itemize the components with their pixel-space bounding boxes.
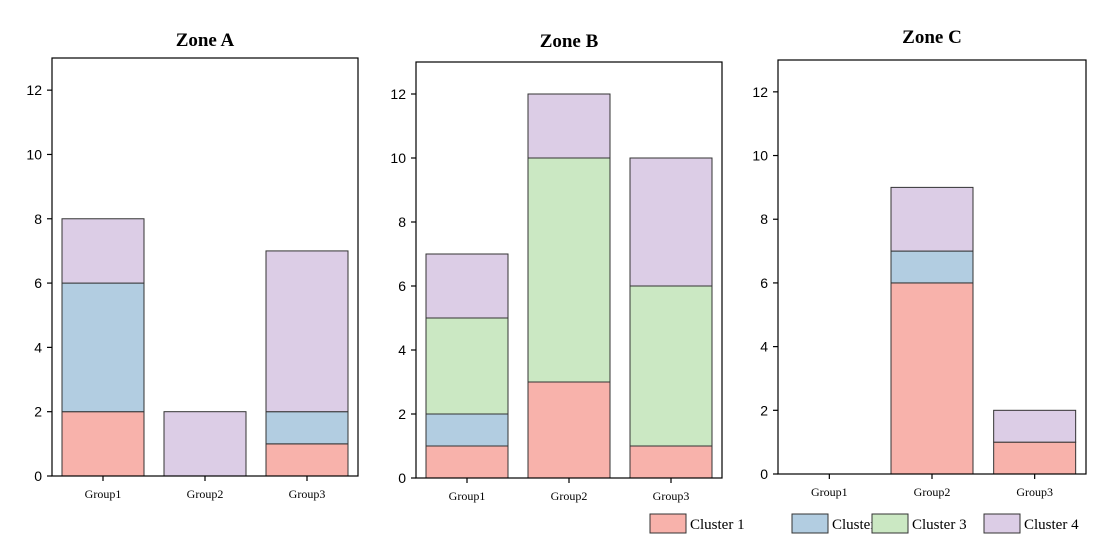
- y-tick-label: 10: [26, 146, 42, 162]
- bar-segment: [265, 443, 349, 477]
- x-tick-label: Group3: [289, 487, 326, 501]
- y-tick-label: 10: [390, 150, 406, 166]
- x-tick-label: Group1: [811, 485, 848, 499]
- bar-segment: [265, 250, 349, 413]
- x-tick-label: Group2: [187, 487, 224, 501]
- y-tick-label: 8: [398, 214, 406, 230]
- bar-segment: [61, 282, 145, 413]
- chart-panel-2: Zone B Group1 Group2 Group3 0 2 4 6 8 10 12: [390, 31, 723, 503]
- bar-segment: [425, 253, 509, 319]
- bar-segment: [890, 282, 974, 475]
- legend-label: Cluster 4: [1024, 517, 1079, 533]
- y-tick-label: 0: [34, 468, 42, 484]
- y-tick-label: 0: [398, 470, 406, 486]
- bar-segment: [425, 445, 509, 479]
- legend-label: Cluster 3: [912, 517, 967, 533]
- bar-segment: [425, 413, 509, 447]
- legend-label: Cluster 1: [690, 517, 745, 533]
- bar-segment: [61, 218, 145, 284]
- y-tick-label: 6: [760, 275, 768, 291]
- x-tick-label: Group2: [551, 489, 588, 503]
- y-tick-label: 12: [390, 86, 406, 102]
- y-tick-label: 4: [398, 342, 406, 358]
- y-tick-label: 6: [34, 275, 42, 291]
- chart-title: Zone C: [902, 27, 962, 48]
- y-tick-label: 8: [34, 211, 42, 227]
- y-tick-label: 4: [760, 339, 768, 355]
- bar-segment: [993, 441, 1077, 475]
- bar-segment: [527, 157, 611, 383]
- bar-segment: [265, 411, 349, 445]
- bar-segment: [629, 285, 713, 447]
- bar-segment: [527, 93, 611, 159]
- chart-panel-3: Zone C Group1 Group2 Group3 0 2 4 6 8 10 12: [752, 27, 1087, 499]
- x-tick-label: Group2: [914, 485, 951, 499]
- y-tick-label: 6: [398, 278, 406, 294]
- bar-segment: [993, 409, 1077, 443]
- legend-swatch: [649, 513, 687, 534]
- y-tick-label: 2: [34, 404, 42, 420]
- bar-segment: [890, 250, 974, 284]
- bar-segment: [425, 317, 509, 415]
- legend: Cluster 1 Cluster 2 Cluster 3 Cluster 4: [649, 513, 1079, 534]
- legend-item: Cluster 3: [871, 513, 967, 534]
- bar-segment: [629, 445, 713, 479]
- y-tick-label: 2: [760, 402, 768, 418]
- chart-panel-1: Zone A Group1 Group2 Group3 0 2 4 6 8 10 12: [26, 30, 359, 501]
- y-tick-label: 8: [760, 211, 768, 227]
- legend-item: Cluster 4: [983, 513, 1079, 534]
- y-tick-label: 12: [26, 82, 42, 98]
- legend-swatch: [983, 513, 1021, 534]
- y-tick-label: 0: [760, 466, 768, 482]
- y-tick-label: 2: [398, 406, 406, 422]
- y-tick-label: 10: [752, 148, 768, 164]
- bar-segment: [163, 411, 247, 477]
- legend-item: Cluster 1: [649, 513, 745, 534]
- x-tick-label: Group1: [85, 487, 122, 501]
- bar-segment: [890, 186, 974, 252]
- legend-swatch: [791, 513, 829, 534]
- y-tick-label: 4: [34, 339, 42, 355]
- bar-segment: [629, 157, 713, 287]
- x-tick-label: Group3: [653, 489, 690, 503]
- y-tick-label: 12: [752, 84, 768, 100]
- x-tick-label: Group3: [1016, 485, 1053, 499]
- chart-title: Zone A: [176, 30, 235, 51]
- bar-segment: [61, 411, 145, 477]
- chart-title: Zone B: [540, 31, 599, 52]
- legend-swatch: [871, 513, 909, 534]
- bar-segment: [527, 381, 611, 479]
- x-tick-label: Group1: [449, 489, 486, 503]
